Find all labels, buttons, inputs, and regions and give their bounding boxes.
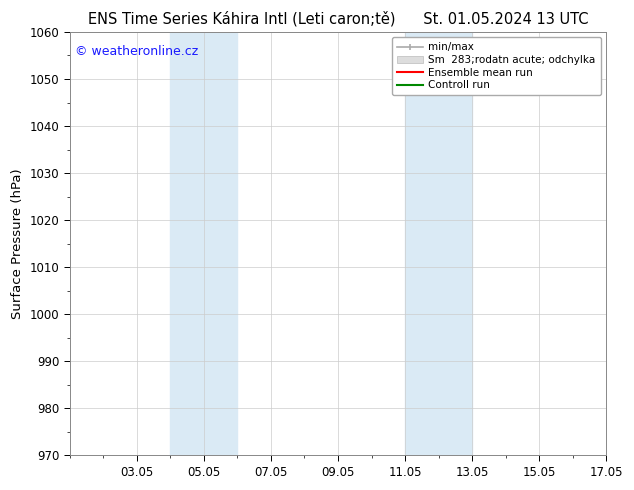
Legend: min/max, Sm  283;rodatn acute; odchylka, Ensemble mean run, Controll run: min/max, Sm 283;rodatn acute; odchylka, … [392,37,601,96]
Text: © weatheronline.cz: © weatheronline.cz [75,45,198,58]
Y-axis label: Surface Pressure (hPa): Surface Pressure (hPa) [11,169,24,319]
Title: ENS Time Series Káhira Intl (Leti caron;tě)      St. 01.05.2024 13 UTC: ENS Time Series Káhira Intl (Leti caron;… [87,11,588,26]
Bar [171,32,237,456]
Bar [405,32,472,456]
